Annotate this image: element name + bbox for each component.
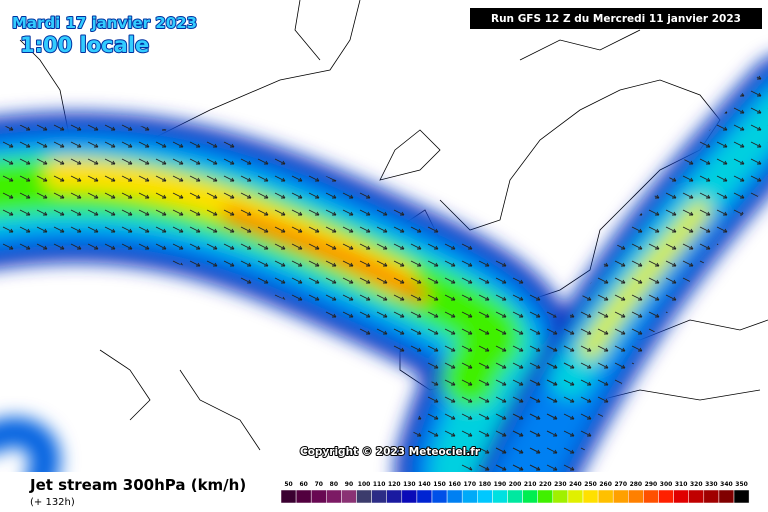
color-label: 180 bbox=[479, 481, 492, 488]
color-swatch bbox=[295, 489, 312, 504]
color-swatch bbox=[461, 489, 478, 504]
color-label: 340 bbox=[720, 481, 733, 488]
color-swatch bbox=[597, 489, 614, 504]
color-swatch bbox=[612, 489, 629, 504]
legend-title: Jet stream 300hPa (km/h) bbox=[29, 476, 246, 494]
color-label: 210 bbox=[524, 481, 537, 488]
color-label: 310 bbox=[675, 481, 688, 488]
color-swatch bbox=[537, 489, 554, 504]
color-swatch bbox=[688, 489, 705, 504]
color-swatch bbox=[673, 489, 689, 504]
color-label: 250 bbox=[584, 481, 597, 488]
color-swatch bbox=[326, 489, 342, 504]
color-swatch bbox=[628, 489, 644, 504]
color-label: 320 bbox=[690, 481, 703, 488]
color-swatch bbox=[371, 489, 387, 504]
color-swatch bbox=[552, 489, 569, 504]
color-label: 330 bbox=[705, 481, 718, 488]
color-label: 60 bbox=[299, 481, 307, 488]
color-label: 130 bbox=[403, 481, 416, 488]
color-label: 100 bbox=[358, 481, 371, 488]
color-label: 70 bbox=[315, 481, 323, 488]
color-label: 50 bbox=[284, 481, 292, 488]
color-label: 200 bbox=[509, 481, 522, 488]
color-swatch bbox=[582, 489, 599, 504]
color-swatch bbox=[341, 489, 357, 504]
time: 1:00 locale bbox=[20, 33, 149, 57]
color-swatch bbox=[507, 489, 523, 504]
color-swatch bbox=[718, 489, 735, 504]
color-label: 120 bbox=[388, 481, 401, 488]
color-label: 290 bbox=[645, 481, 658, 488]
copyright: Copyright © 2023 Meteociel.fr bbox=[300, 446, 481, 458]
color-label: 190 bbox=[494, 481, 507, 488]
color-label: 140 bbox=[418, 481, 431, 488]
color-label: 110 bbox=[373, 481, 386, 488]
color-swatch bbox=[733, 489, 750, 504]
color-label: 220 bbox=[539, 481, 552, 488]
color-swatch bbox=[643, 489, 659, 504]
color-swatch bbox=[658, 489, 674, 504]
color-label: 160 bbox=[448, 481, 461, 488]
color-label: 350 bbox=[735, 481, 748, 488]
color-swatch bbox=[401, 489, 418, 504]
color-label: 270 bbox=[614, 481, 627, 488]
color-swatch bbox=[567, 489, 584, 504]
color-swatch bbox=[280, 489, 297, 504]
color-label: 300 bbox=[660, 481, 673, 488]
color-label: 150 bbox=[433, 481, 446, 488]
color-label: 90 bbox=[345, 481, 353, 488]
lead-time: (+ 132h) bbox=[30, 497, 75, 508]
date: Mardi 17 janvier 2023 bbox=[12, 14, 197, 32]
color-label: 170 bbox=[463, 481, 476, 488]
wind-arrows bbox=[0, 73, 768, 508]
color-swatch bbox=[446, 489, 463, 504]
color-label: 260 bbox=[599, 481, 612, 488]
color-swatch bbox=[356, 489, 372, 504]
color-swatch bbox=[522, 489, 538, 504]
color-swatch bbox=[310, 489, 327, 504]
color-label: 80 bbox=[330, 481, 338, 488]
color-swatch bbox=[386, 489, 403, 504]
color-swatch bbox=[477, 489, 493, 504]
color-swatch bbox=[703, 489, 720, 504]
color-label: 230 bbox=[554, 481, 567, 488]
color-swatch bbox=[492, 489, 508, 504]
color-swatch bbox=[416, 489, 433, 504]
colorbar: 50 60 70 80 90 100 110 120 130 140 150 160 170 180 190… bbox=[280, 481, 750, 504]
color-label: 280 bbox=[630, 481, 643, 488]
run-box bbox=[470, 8, 762, 29]
color-swatch bbox=[431, 489, 448, 504]
run-text: Run GFS 12 Z du Mercredi 11 janvier 2023 bbox=[491, 13, 741, 25]
color-label: 240 bbox=[569, 481, 582, 488]
